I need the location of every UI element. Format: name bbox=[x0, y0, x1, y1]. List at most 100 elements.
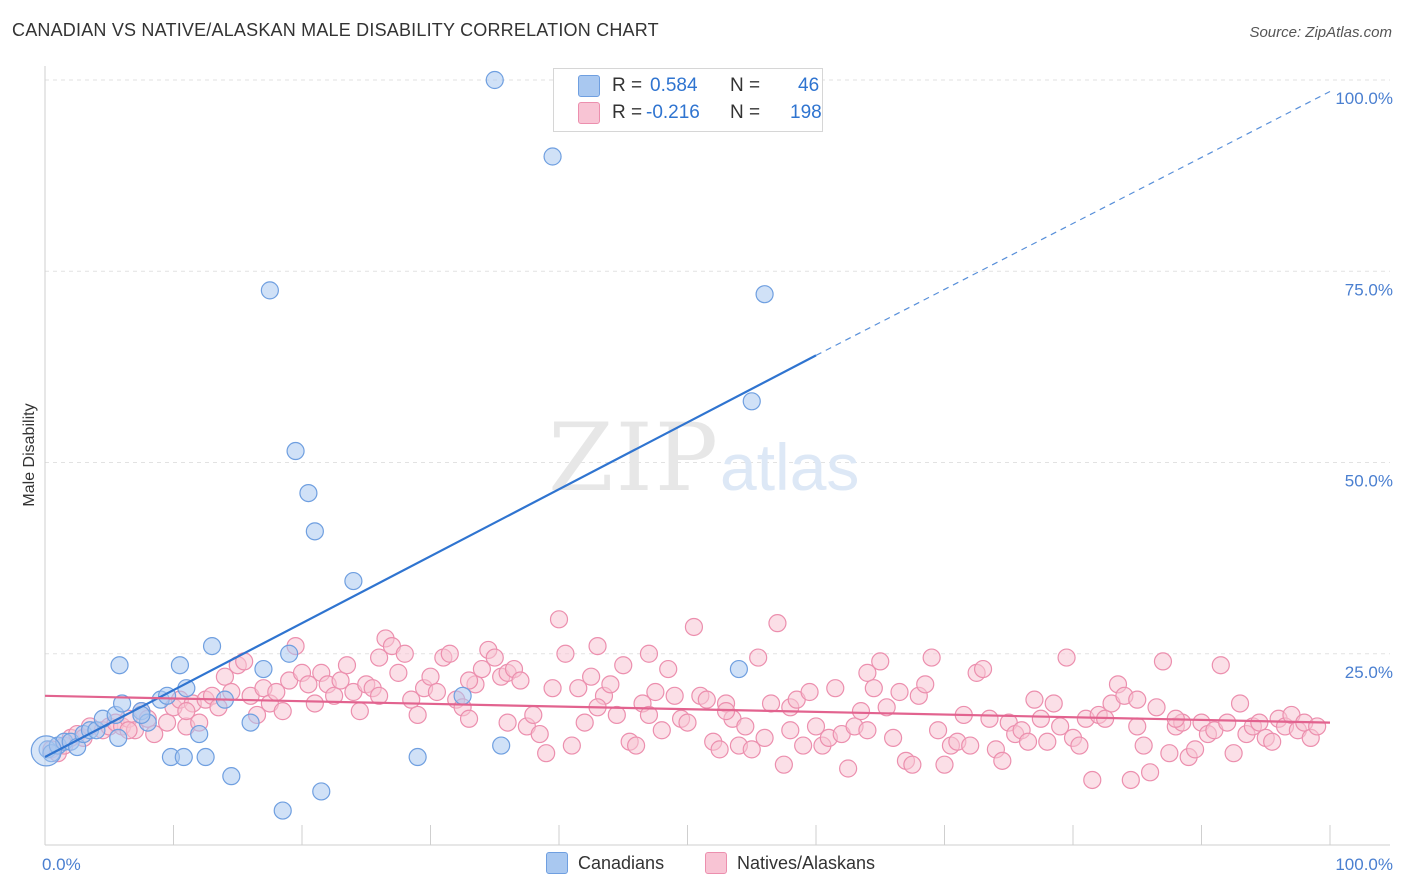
natives-point bbox=[299, 675, 318, 694]
legend-swatch-canadians bbox=[578, 75, 600, 97]
natives-point bbox=[370, 648, 389, 667]
natives-point bbox=[524, 705, 543, 725]
natives-point bbox=[1121, 770, 1140, 790]
natives-point bbox=[459, 709, 479, 728]
natives-point bbox=[582, 667, 601, 686]
tick-labels: 25.0% 50.0% 75.0% 100.0% 0.0% 100.0% bbox=[42, 89, 1393, 874]
natives-point bbox=[922, 648, 941, 667]
axes bbox=[44, 66, 1390, 846]
canadians-point bbox=[202, 636, 222, 656]
correlation-legend: R = 0.584 N = 46 R = -0.216 N = 198 bbox=[553, 68, 823, 132]
natives-point bbox=[935, 755, 954, 774]
natives-point bbox=[157, 713, 177, 732]
natives-point bbox=[858, 663, 877, 682]
canadians-point bbox=[110, 656, 129, 675]
natives-point bbox=[1038, 732, 1057, 751]
natives-point bbox=[1057, 648, 1076, 667]
natives-point bbox=[562, 736, 581, 755]
legend-r-value-canadians: 0.584 bbox=[650, 75, 698, 96]
natives-point bbox=[395, 644, 414, 663]
trend-lines bbox=[44, 90, 1331, 759]
natives-point bbox=[337, 656, 357, 675]
chart-title: CANADIAN VS NATIVE/ALASKAN MALE DISABILI… bbox=[12, 20, 659, 40]
canadians-point-cluster bbox=[30, 735, 62, 767]
canadians-point bbox=[453, 686, 472, 705]
natives-point bbox=[305, 694, 324, 713]
natives-point bbox=[1230, 694, 1250, 713]
natives-point bbox=[215, 667, 234, 686]
natives-point bbox=[736, 717, 755, 736]
natives-point bbox=[890, 682, 909, 702]
natives-point bbox=[1308, 717, 1327, 736]
natives-point bbox=[440, 644, 459, 663]
natives-point bbox=[1044, 694, 1063, 713]
natives-point bbox=[1224, 744, 1243, 763]
natives-point bbox=[1185, 740, 1205, 759]
natives-point bbox=[639, 705, 659, 725]
series-label-canadians: Canadians bbox=[578, 852, 665, 873]
natives-point bbox=[839, 759, 858, 778]
canadians-point bbox=[112, 694, 132, 713]
y-tick-label: 100.0% bbox=[1335, 89, 1393, 108]
natives-point bbox=[1083, 770, 1102, 790]
canadians-point bbox=[260, 281, 279, 300]
natives-point bbox=[1218, 713, 1237, 732]
canadians-point bbox=[312, 782, 331, 801]
natives-point bbox=[1031, 709, 1050, 728]
natives-point bbox=[549, 610, 569, 629]
natives-point bbox=[350, 702, 369, 721]
grid-lines bbox=[45, 79, 1390, 655]
canadians-point bbox=[742, 392, 761, 411]
canadians-point bbox=[344, 571, 363, 591]
natives-point bbox=[1160, 744, 1179, 763]
natives-point bbox=[800, 682, 819, 702]
natives-point bbox=[427, 682, 447, 702]
legend-n-value-canadians: 46 bbox=[798, 75, 820, 96]
canadians-point bbox=[729, 659, 749, 679]
series-swatch-natives bbox=[705, 852, 727, 874]
natives-point bbox=[1128, 717, 1147, 736]
natives-point bbox=[646, 682, 665, 702]
source-credit: Source: ZipAtlas.com bbox=[1249, 24, 1392, 41]
series-legend-canadians: Canadians bbox=[546, 852, 664, 874]
series-label-natives: Natives/Alaskans bbox=[737, 852, 876, 873]
legend-n-label: N = bbox=[730, 75, 761, 96]
legend-swatch-natives bbox=[578, 102, 600, 124]
natives-point bbox=[1211, 656, 1230, 675]
natives-point bbox=[575, 713, 594, 732]
legend-n-label: N = bbox=[730, 102, 761, 123]
series-swatch-canadians bbox=[546, 852, 568, 874]
natives-point bbox=[858, 721, 877, 740]
natives-point bbox=[177, 702, 196, 721]
natives-point bbox=[928, 721, 948, 740]
natives-point bbox=[659, 659, 678, 679]
natives-point bbox=[678, 713, 697, 732]
natives-point bbox=[472, 659, 491, 679]
canadians-points bbox=[30, 70, 774, 820]
canadians-point bbox=[755, 285, 774, 304]
legend-r-value-natives: -0.216 bbox=[646, 102, 700, 123]
canadians-point bbox=[305, 522, 324, 541]
natives-point bbox=[1263, 732, 1282, 751]
natives-point bbox=[993, 751, 1012, 770]
canadians-point bbox=[280, 644, 299, 663]
natives-point bbox=[607, 705, 626, 725]
canadians-point bbox=[174, 747, 193, 767]
natives-point bbox=[755, 728, 774, 748]
natives-point bbox=[325, 686, 344, 705]
natives-point bbox=[806, 717, 826, 736]
natives-point bbox=[768, 614, 787, 633]
canadians-point bbox=[299, 484, 318, 503]
canadians-point bbox=[196, 747, 215, 767]
natives-point bbox=[761, 694, 781, 713]
natives-point bbox=[973, 659, 993, 679]
natives-point bbox=[1250, 713, 1269, 732]
watermark-atlas: atlas bbox=[720, 430, 859, 504]
series-legend-natives: Natives/Alaskans bbox=[705, 852, 875, 874]
canadians-point bbox=[241, 713, 260, 732]
natives-point bbox=[877, 698, 896, 717]
y-tick-label: 75.0% bbox=[1345, 280, 1393, 299]
canadians-point bbox=[190, 724, 209, 744]
natives-point bbox=[1070, 736, 1089, 755]
